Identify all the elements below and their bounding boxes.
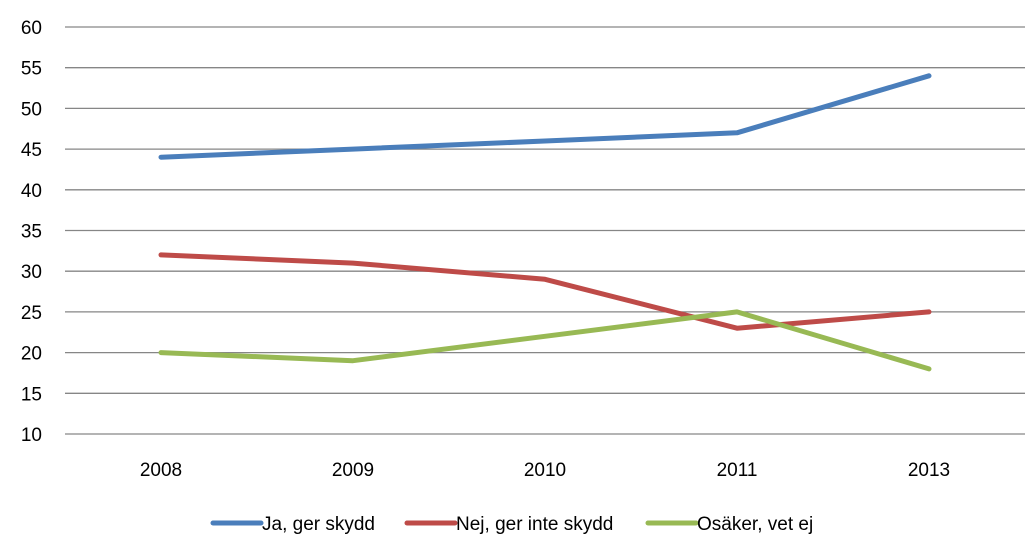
legend: Ja, ger skydd Nej, ger inte skydd Osäker, … — [210, 514, 813, 535]
y-tick-label: 30 — [21, 262, 42, 283]
y-tick-label: 60 — [21, 18, 42, 39]
y-tick-label: 55 — [21, 59, 42, 80]
x-tick-label: 2011 — [717, 460, 758, 481]
x-tick-label: 2009 — [332, 460, 374, 481]
gridlines — [65, 26, 1025, 435]
y-tick-label: 10 — [21, 425, 42, 446]
legend-label-1: Ja, ger skydd — [262, 514, 375, 535]
series-line-1 — [158, 73, 932, 160]
series-line-2 — [158, 252, 932, 331]
y-tick-label: 40 — [21, 181, 42, 202]
y-axis-tick-labels: 10 15 20 25 30 35 40 45 50 55 60 — [21, 18, 42, 446]
x-tick-label: 2008 — [140, 460, 182, 481]
y-tick-label: 50 — [21, 99, 42, 120]
y-tick-label: 45 — [21, 140, 42, 161]
y-tick-label: 20 — [21, 344, 42, 365]
y-tick-label: 15 — [21, 384, 42, 405]
legend-label-3: Osäker, vet ej — [697, 514, 813, 535]
x-axis-tick-labels: 2008 2009 2010 2011 2013 — [140, 460, 950, 481]
y-tick-label: 25 — [21, 303, 42, 324]
x-tick-label: 2010 — [524, 460, 566, 481]
y-tick-label: 35 — [21, 222, 42, 243]
x-tick-label: 2013 — [908, 460, 950, 481]
legend-label-2: Nej, ger inte skydd — [456, 514, 613, 535]
series-lines — [158, 73, 932, 372]
series-line-3 — [158, 309, 932, 372]
